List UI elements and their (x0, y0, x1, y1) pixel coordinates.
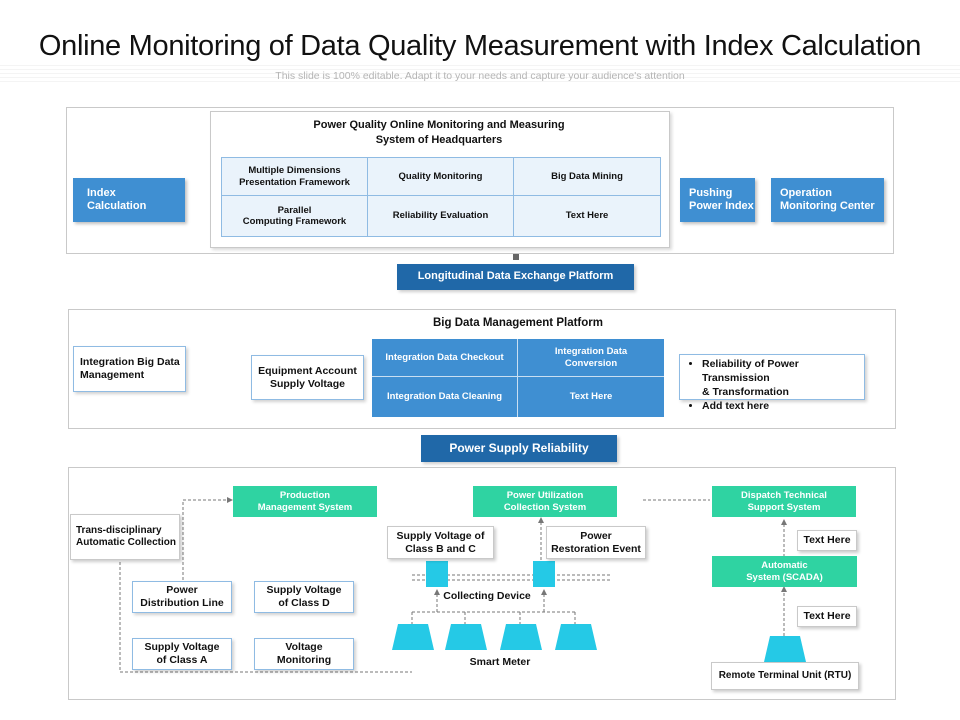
integration-cell: Integration Data Cleaning (372, 377, 518, 417)
connector-stub (513, 252, 519, 260)
power-supply-reliability-box: Power Supply Reliability (421, 435, 617, 462)
equipment-account-box: Equipment Account Supply Voltage (251, 355, 364, 400)
bullet-item: Add text here (702, 399, 860, 413)
power-restoration-box: Power Restoration Event (546, 526, 646, 559)
pushing-power-index-box: Pushing Power Index (680, 178, 755, 222)
smart-meter-icon (500, 624, 542, 650)
big-data-platform-title: Big Data Management Platform (433, 317, 603, 329)
power-distribution-box: Power Distribution Line (132, 581, 232, 613)
smart-meter-icon (555, 624, 597, 650)
rtu-icon (764, 636, 806, 662)
power-utilization-box: Power Utilization Collection System (473, 486, 617, 517)
page-title: Online Monitoring of Data Quality Measur… (38, 30, 922, 62)
text-here-1-box: Text Here (797, 530, 857, 551)
collecting-device-label: Collecting Device (443, 590, 531, 602)
supply-voltage-d-box: Supply Voltage of Class D (254, 581, 354, 613)
bullet-item: Reliability of Power Transmission & Tran… (702, 357, 860, 399)
production-management-box: Production Management System (233, 486, 377, 517)
smart-meter-label: Smart Meter (469, 656, 531, 668)
trans-disciplinary-box: Trans-disciplinary Automatic Collection (70, 514, 180, 560)
title-underline-stripe (0, 62, 960, 82)
text-here-2-box: Text Here (797, 606, 857, 627)
hq-cell: Reliability Evaluation (368, 196, 514, 236)
integration-big-data-box: Integration Big Data Management (73, 346, 186, 392)
collecting-device-icon (426, 561, 448, 587)
collecting-device-icon (533, 561, 555, 587)
integration-grid: Integration Data Checkout Integration Da… (372, 339, 664, 417)
smart-meter-icon (392, 624, 434, 650)
voltage-monitoring-box: Voltage Monitoring (254, 638, 354, 670)
hq-cell: Quality Monitoring (368, 158, 514, 196)
hq-cell: Big Data Mining (514, 158, 660, 196)
rtu-box: Remote Terminal Unit (RTU) (711, 662, 859, 690)
headquarters-grid: Multiple Dimensions Presentation Framewo… (221, 157, 661, 237)
bottom-panel (68, 467, 896, 700)
headquarters-title: Power Quality Online Monitoring and Meas… (313, 119, 565, 147)
index-calculation-box: Index Calculation (73, 178, 185, 222)
hq-cell: Multiple Dimensions Presentation Framewo… (222, 158, 368, 196)
operation-monitoring-center-box: Operation Monitoring Center (771, 178, 884, 222)
longitudinal-platform-box: Longitudinal Data Exchange Platform (397, 264, 634, 290)
integration-cell: Integration Data Conversion (518, 339, 664, 377)
integration-cell: Text Here (569, 391, 613, 403)
scada-box: Automatic System (SCADA) (712, 556, 857, 587)
reliability-bullets-box: Reliability of Power Transmission & Tran… (679, 354, 865, 412)
supply-voltage-a-box: Supply Voltage of Class A (132, 638, 232, 670)
hq-cell: Text Here (514, 196, 660, 236)
smart-meter-icon (445, 624, 487, 650)
hq-cell: Parallel Computing Framework (222, 196, 368, 236)
integration-cell: Integration Data Checkout (372, 339, 518, 377)
supply-voltage-bc-box: Supply Voltage of Class B and C (387, 526, 494, 559)
page-subtitle: This slide is 100% editable. Adapt it to… (275, 70, 685, 82)
dispatch-technical-box: Dispatch Technical Support System (712, 486, 856, 517)
